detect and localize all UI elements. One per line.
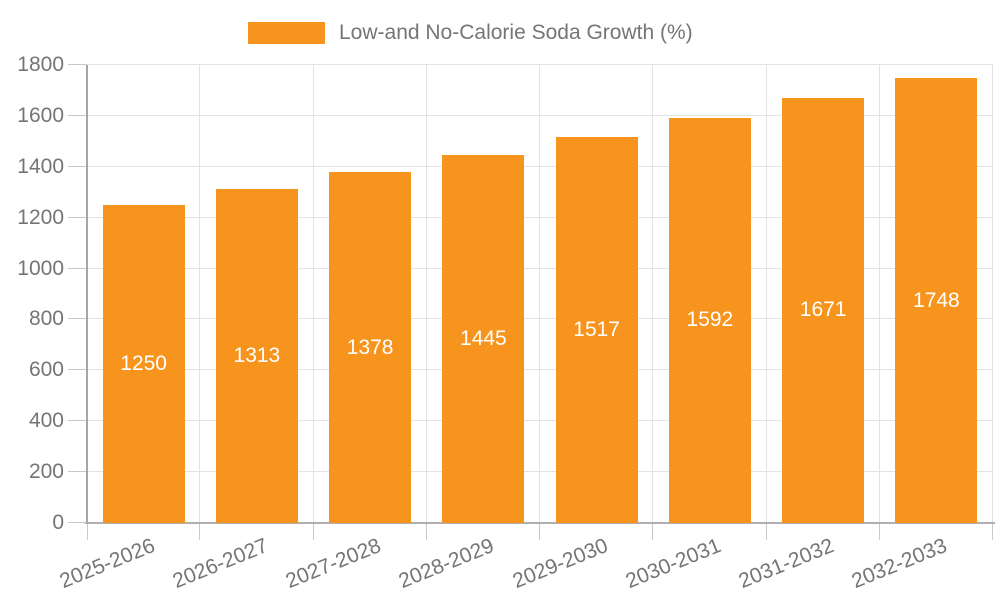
y-tick-label: 1000 <box>17 256 64 280</box>
y-tick <box>68 318 87 320</box>
x-tick <box>425 523 427 540</box>
y-axis-line <box>86 65 88 523</box>
x-tick <box>312 523 314 540</box>
x-gridline <box>878 65 880 523</box>
x-gridline <box>539 65 540 523</box>
y-gridline <box>87 420 993 422</box>
x-axis-line <box>85 522 995 524</box>
y-tick-label: 0 <box>52 511 64 534</box>
bar[interactable] <box>895 78 978 523</box>
y-gridline <box>87 369 993 371</box>
y-tick <box>68 114 87 116</box>
y-gridline <box>87 165 993 167</box>
bar[interactable] <box>329 172 412 523</box>
y-tick-label: 400 <box>28 409 64 433</box>
y-tick-label: 1400 <box>17 154 64 178</box>
x-gridline <box>765 65 767 523</box>
bar[interactable] <box>215 188 298 523</box>
y-tick <box>68 216 87 218</box>
bar-value-label: 1592 <box>686 308 734 332</box>
y-gridline <box>87 267 993 269</box>
y-gridline <box>87 471 993 473</box>
y-tick <box>68 369 87 371</box>
y-tick-label: 1200 <box>17 205 64 229</box>
legend-label: Low-and No-Calorie Soda Growth (%) <box>339 21 693 44</box>
bar[interactable] <box>782 97 865 523</box>
legend[interactable]: Low-and No-Calorie Soda Growth (%) <box>248 21 693 45</box>
x-tick <box>539 523 540 540</box>
y-tick-label: 1800 <box>17 53 64 76</box>
y-gridline <box>87 318 993 320</box>
x-tick <box>878 523 880 540</box>
x-gridline <box>425 65 427 523</box>
bar-value-label: 1671 <box>799 298 847 322</box>
y-gridline <box>87 64 993 65</box>
y-tick <box>68 420 87 422</box>
y-tick <box>68 165 87 167</box>
x-gridline <box>992 65 993 523</box>
bar-value-label: 1313 <box>233 343 281 367</box>
y-tick-label: 600 <box>28 358 64 382</box>
x-gridline <box>652 65 654 523</box>
y-tick-label: 1600 <box>17 103 64 127</box>
x-gridline <box>312 65 314 523</box>
y-tick <box>68 522 87 523</box>
plot-area: 0 200 400 600 800 1000 1200 1400 1600 1800 1250 202… <box>17 54 995 593</box>
bar[interactable] <box>555 137 638 523</box>
y-tick <box>68 267 87 269</box>
y-tick <box>68 471 87 473</box>
bar-value-label: 1748 <box>913 288 960 312</box>
x-tick <box>765 523 767 540</box>
y-tick-label: 800 <box>28 307 64 331</box>
y-tick <box>68 64 87 65</box>
x-tick <box>652 523 654 540</box>
legend-swatch <box>248 22 325 44</box>
bar-value-label: 1517 <box>573 318 620 341</box>
bar[interactable] <box>442 155 525 523</box>
bar-value-label: 1445 <box>460 327 507 351</box>
x-tick <box>992 523 993 540</box>
y-tick-label: 200 <box>28 460 64 484</box>
y-gridline <box>87 114 993 116</box>
x-tick <box>87 523 88 540</box>
x-tick <box>199 523 201 540</box>
bar[interactable] <box>668 117 751 523</box>
bar-value-label: 1378 <box>346 335 394 359</box>
x-gridline <box>199 65 201 523</box>
bar-value-label: 1250 <box>120 351 167 375</box>
bar[interactable] <box>102 204 185 523</box>
y-gridline <box>87 216 993 218</box>
